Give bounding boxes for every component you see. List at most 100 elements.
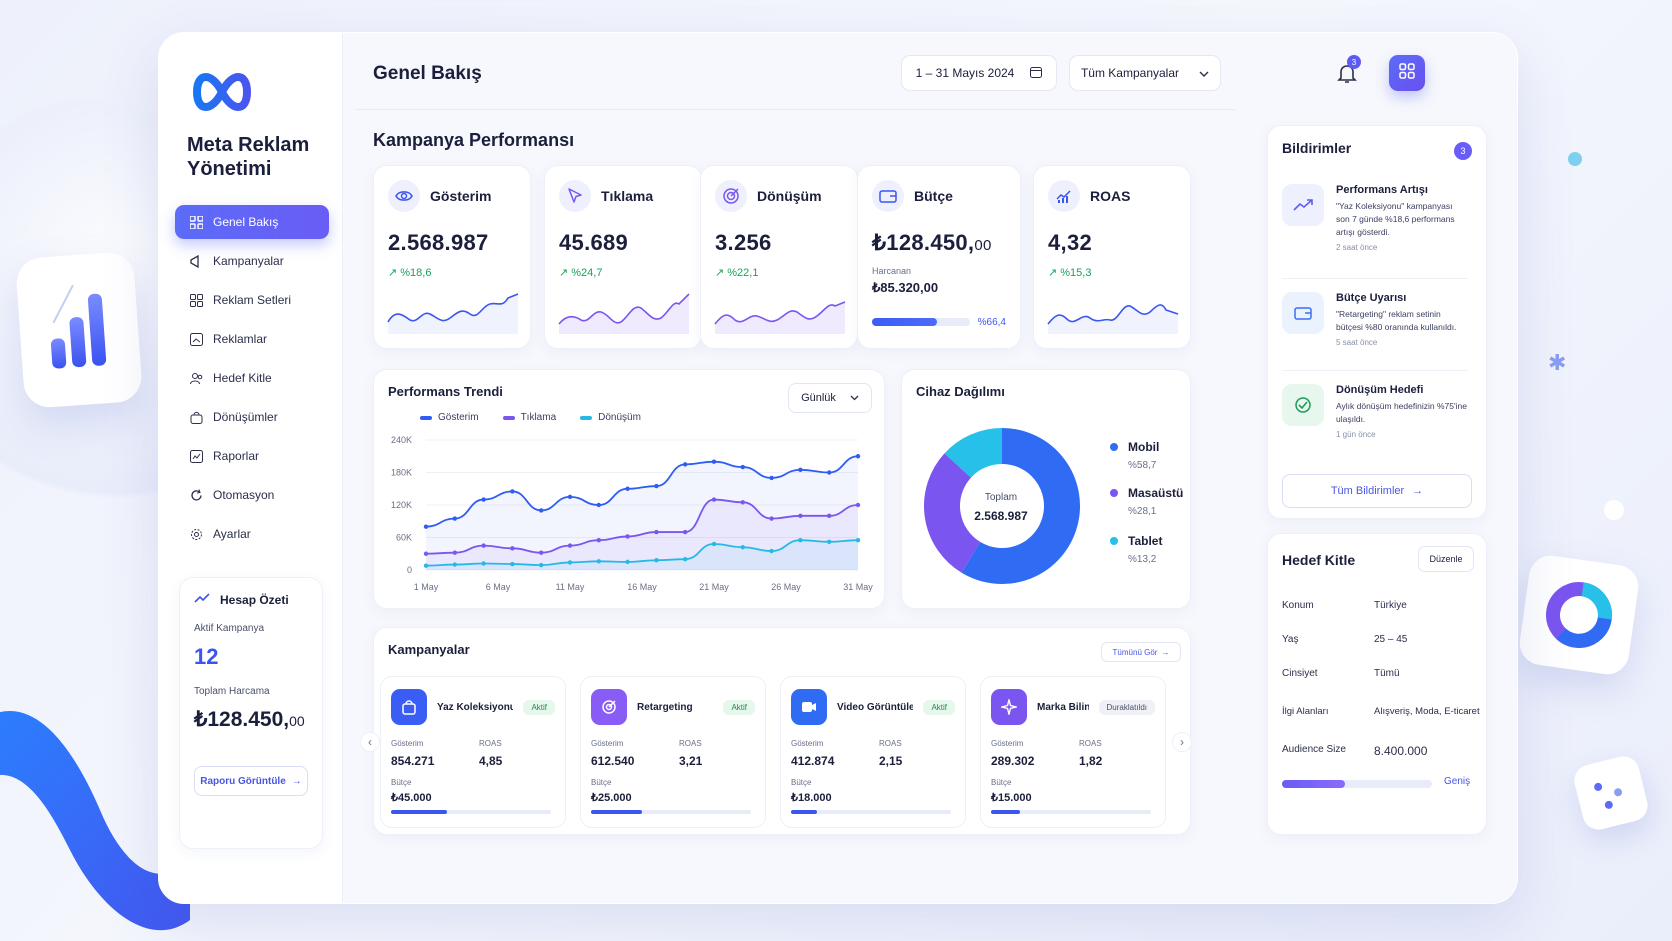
data-point (625, 534, 630, 539)
kpi-card-budget[interactable]: Bütçe ₺128.450,00 Harcanan ₺85.320,00 %6… (857, 165, 1021, 349)
carousel-next-button[interactable]: › (1172, 732, 1192, 752)
data-point (855, 502, 861, 508)
budget-spent-label: Harcanan (872, 266, 912, 276)
date-range-label: 1 – 31 Mayıs 2024 (915, 66, 1015, 80)
status-badge: Aktif (923, 699, 955, 715)
data-point (539, 550, 544, 555)
budget-value: ₺45.000 (391, 792, 432, 804)
legend-item: Tıklama (502, 412, 556, 423)
budget-label: Bütçe (991, 778, 1012, 787)
data-point (711, 541, 717, 547)
apps-grid-button[interactable] (1389, 55, 1425, 91)
notification-title: Dönüşüm Hedefi (1336, 384, 1424, 396)
audience-value: Alışveriş, Moda, E-ticaret (1374, 706, 1480, 717)
legend-item: Gösterim (420, 412, 479, 423)
audience-key: Audience Size (1282, 744, 1346, 755)
data-point (769, 548, 774, 554)
campaign-filter-select[interactable]: Tüm Kampanyalar (1069, 55, 1221, 91)
carousel-prev-button[interactable]: ‹ (360, 732, 380, 752)
divider (1282, 370, 1468, 371)
kpi-label: ROAS (1090, 188, 1131, 204)
sidebar-item-donusumler[interactable]: Dönüşümler (175, 400, 329, 434)
see-all-campaigns-button[interactable]: Tümünü Gör → (1101, 642, 1181, 662)
data-point (596, 538, 601, 543)
campaign-card[interactable]: Video Görüntüleme Aktif Gösterim ROAS 412… (780, 676, 966, 828)
legend-label: Dönüşüm (598, 412, 641, 423)
x-tick-label: 31 May (843, 582, 873, 592)
sidebar-item-otomasyon[interactable]: Otomasyon (175, 478, 329, 512)
impressions-label: Gösterim (991, 739, 1024, 748)
sidebar-item-ayarlar[interactable]: Ayarlar (175, 517, 329, 551)
y-tick-label: 240K (391, 435, 412, 445)
total-spend-label: Toplam Harcama (194, 686, 270, 697)
grid-icon (1399, 62, 1415, 84)
impressions-value: 854.271 (391, 754, 435, 768)
sidebar-item-genel-bakis[interactable]: Genel Bakış (175, 205, 329, 239)
notification-desc: "Yaz Koleksiyonu" kampanyası son 7 günde… (1336, 201, 1455, 237)
chevron-down-icon (1199, 66, 1209, 80)
kpi-card-roas[interactable]: ROAS 4,32 ↗ %15,3 (1033, 165, 1191, 349)
audience-value: 8.400.000 (1374, 744, 1428, 758)
kpi-value: 3.256 (715, 230, 772, 255)
budget-label: Bütçe (791, 778, 812, 787)
data-point (567, 543, 573, 548)
notifications-count-badge: 3 (1454, 142, 1472, 160)
users-icon (189, 371, 203, 385)
budget-spent-percent: %66,4 (977, 317, 1006, 328)
data-point (711, 497, 717, 502)
sidebar-item-kampanyalar[interactable]: Kampanyalar (175, 244, 329, 278)
kpi-card-impressions[interactable]: Gösterim 2.568.987 ↗ %18,6 (373, 165, 531, 349)
kpi-card-conversions[interactable]: Dönüşüm 3.256 ↗ %22,1 (700, 165, 858, 349)
impressions-value: 412.874 (791, 754, 835, 768)
campaign-card[interactable]: Marka Bilinirliği Duraklatıldı Gösterim R… (980, 676, 1166, 828)
sidebar-item-label: Hedef Kitle (213, 371, 272, 385)
decor-donut-card (1516, 552, 1642, 678)
calendar-icon (1030, 66, 1043, 81)
sidebar-item-raporlar[interactable]: Raporlar (175, 439, 329, 473)
chevron-down-icon (850, 392, 859, 404)
audience-reach-label: Geniş (1444, 776, 1471, 787)
trend-period-select[interactable]: Günlük (788, 383, 872, 413)
budget-progress-bar (872, 318, 970, 326)
date-range-picker[interactable]: 1 – 31 Mayıs 2024 (901, 55, 1057, 91)
sidebar-item-label: Reklam Setleri (213, 293, 292, 307)
conversions-sparkline (714, 301, 846, 334)
view-report-button[interactable]: Raporu Görüntüle → (194, 766, 308, 796)
sidebar-item-hedef-kitle[interactable]: Hedef Kitle (175, 361, 329, 395)
target-icon (591, 689, 627, 725)
roas-value: 1,82 (1079, 754, 1103, 768)
cursor-icon (559, 180, 591, 212)
data-point (423, 551, 429, 556)
campaign-card[interactable]: Retargeting Aktif Gösterim ROAS 612.540 3,… (580, 676, 766, 828)
sidebar-item-reklam-setleri[interactable]: Reklam Setleri (175, 283, 329, 317)
audience-key: Konum (1282, 600, 1314, 611)
data-point (769, 475, 774, 481)
roas-value: 4,85 (479, 754, 503, 768)
page-title: Genel Bakış (373, 63, 482, 84)
notification-item[interactable]: Performans Artışı "Yaz Koleksiyonu" kampa… (1282, 184, 1468, 252)
notification-item[interactable]: Dönüşüm Hedefi Aylık dönüşüm hedefinizin … (1282, 384, 1468, 439)
total-spend-cents: 00 (289, 713, 305, 729)
campaign-name: Marka Bilinirliği (1037, 701, 1089, 713)
all-notifications-button[interactable]: Tüm Bildirimler → (1282, 474, 1472, 508)
kpi-value: ₺128.450,00 (872, 230, 1006, 256)
budget-progress-bar (391, 810, 551, 814)
account-summary-card: Hesap Özeti Aktif Kampanya 12 Toplam Har… (179, 577, 323, 849)
data-point (539, 508, 544, 513)
notification-item[interactable]: Bütçe Uyarısı "Retargeting" reklam setini… (1282, 292, 1468, 347)
kpi-card-clicks[interactable]: Tıklama 45.689 ↗ %24,7 (544, 165, 702, 349)
sidebar-item-label: Kampanyalar (213, 254, 284, 268)
roas-label: ROAS (879, 739, 902, 748)
budget-main: ₺128.450, (872, 230, 975, 255)
campaign-card[interactable]: Yaz Koleksiyonu Aktif Gösterim ROAS 854.2… (380, 676, 566, 828)
sidebar-item-reklamlar[interactable]: Reklamlar (175, 322, 329, 356)
roas-value: 3,21 (679, 754, 703, 768)
audience-value: Tümü (1374, 668, 1400, 679)
sidebar-item-label: Reklamlar (213, 332, 268, 346)
roas-label: ROAS (679, 739, 702, 748)
arrow-right-icon: → (291, 775, 302, 787)
data-point (654, 483, 659, 489)
topbar: Genel Bakış 1 – 31 Mayıs 2024 Tüm Kampan… (343, 33, 1517, 111)
budget-progress-fill (872, 318, 938, 326)
edit-audience-button[interactable]: Düzenle (1418, 546, 1474, 572)
